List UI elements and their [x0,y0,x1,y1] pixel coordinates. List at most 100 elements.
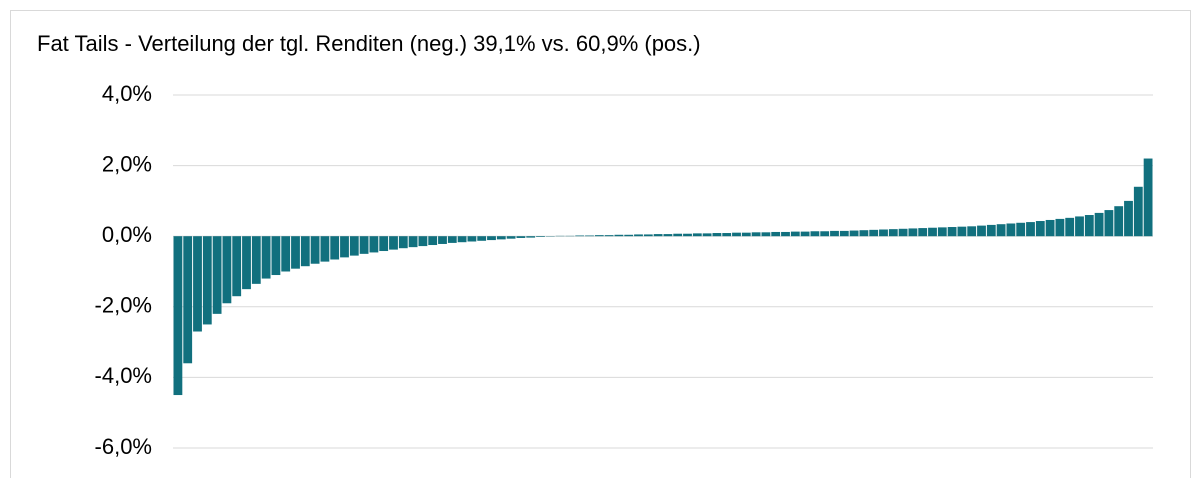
bar [643,234,653,237]
bar [781,231,790,237]
bar [300,236,310,267]
bar [741,232,751,237]
y-tick-label: -2,0% [95,293,152,318]
bar [457,236,467,243]
bar [624,234,634,237]
bar [536,236,545,237]
bar [928,227,937,237]
bar [291,236,300,269]
bar [428,236,438,246]
bar [526,236,536,238]
y-tick-label: -6,0% [95,434,152,459]
bar [506,236,516,239]
bar [761,232,771,237]
bar [585,235,594,237]
bar [771,231,781,237]
bar [947,227,957,237]
chart-title: Fat Tails - Verteilung der tgl. Renditen… [37,31,701,56]
bar [820,231,830,237]
y-tick-label: -4,0% [95,363,152,388]
bar [389,236,398,250]
bar [888,229,898,237]
bar [712,233,722,237]
bar [349,236,359,256]
bar [1143,158,1153,237]
bar [849,230,859,237]
bar [996,224,1006,237]
bar [869,229,879,237]
bar [830,230,839,237]
bar [692,233,702,237]
bar [800,231,810,237]
bar [1124,200,1133,237]
bar [418,236,428,247]
bar [594,235,604,237]
bar [212,236,222,314]
bar [447,236,457,243]
bar [604,235,614,237]
y-tick-label: 2,0% [102,151,152,176]
bar [438,236,447,244]
y-tick-label: 4,0% [102,81,152,106]
bar [634,234,643,237]
bar [918,228,928,237]
bar [937,227,947,237]
bar [242,236,251,290]
bar [1104,210,1114,237]
bar [839,230,849,237]
bar [271,236,281,276]
bar [879,229,888,237]
bar [1065,217,1075,237]
bar [1045,219,1055,237]
bar [193,236,202,332]
bar [251,236,261,284]
bar [898,228,908,237]
bar [1133,186,1143,237]
bar [487,236,496,241]
bar [673,233,683,237]
bar [516,236,526,238]
bar [732,232,741,237]
bar [702,233,712,237]
bar [222,236,232,304]
bar [1006,223,1016,237]
bar [261,236,271,279]
bar [320,236,330,262]
bar [663,234,673,237]
bar [1055,218,1065,237]
bar [173,236,183,396]
bar [379,236,389,252]
bar [790,231,800,237]
bar [1026,222,1035,237]
bar [957,226,967,237]
bar [967,226,977,237]
bar [467,236,477,242]
bar [751,232,761,237]
bar [408,236,418,248]
bar [986,224,996,237]
y-tick-label: 0,0% [102,222,152,247]
bar [202,236,212,325]
bar [859,230,869,237]
bar [477,236,487,241]
bar [1084,215,1094,237]
bar [340,236,349,258]
bar [1114,206,1124,237]
bar [1075,216,1084,237]
bar [977,225,986,237]
bar [369,236,379,253]
bar [183,236,193,364]
bar [310,236,320,264]
bar [722,233,732,237]
bar [575,235,585,237]
bar [653,234,663,237]
bar [1094,212,1104,237]
bar [496,236,506,240]
bar [281,236,291,272]
bar [810,231,820,237]
bar [359,236,369,254]
bar [398,236,408,249]
bar [330,236,340,260]
bar [1016,222,1026,237]
bar [232,236,242,297]
